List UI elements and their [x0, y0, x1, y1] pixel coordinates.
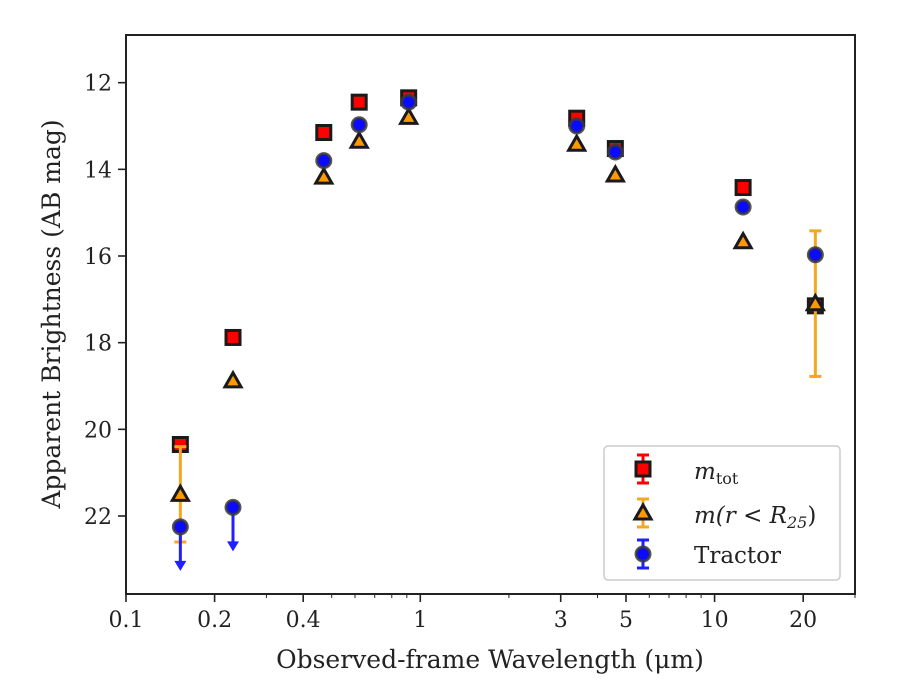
data-point	[313, 166, 335, 185]
legend-mr25-sub: 25	[786, 513, 807, 532]
x-tick-label: 0.4	[286, 608, 321, 633]
data-point	[400, 93, 418, 111]
y-tick-label: 14	[84, 158, 112, 183]
legend-mr25-main: m(r < R	[694, 503, 787, 529]
upper-limit-arrowhead	[174, 560, 187, 571]
data-point	[734, 198, 752, 216]
data-point	[806, 246, 824, 264]
data-point	[169, 483, 191, 502]
legend-box	[603, 445, 841, 581]
x-tick-label: 3	[554, 608, 568, 633]
legend-marker	[634, 460, 652, 478]
data-point	[604, 163, 626, 183]
data-point	[224, 328, 242, 346]
series-2	[171, 93, 824, 571]
data-point	[348, 130, 370, 149]
y-tick-label: 22	[84, 505, 112, 530]
x-tick-label: 20	[789, 608, 817, 633]
series-1	[169, 106, 826, 544]
data-point	[732, 230, 754, 250]
legend-mtot-sub: tot	[716, 469, 739, 488]
data-point	[224, 498, 242, 516]
plot-frame	[125, 34, 856, 595]
y-tick-label: 20	[84, 418, 112, 443]
legend-entry-tractor: Tractor	[694, 543, 781, 569]
x-tick-label: 0.1	[109, 608, 144, 633]
x-tick-label: 10	[701, 608, 729, 633]
y-axis-title: Apparent Brightness (AB mag)	[37, 119, 66, 509]
x-tick-label: 1	[413, 608, 427, 633]
y-tick-label: 12	[84, 72, 112, 97]
legend-entry-mtot: mtot	[694, 459, 739, 488]
legend: mtot m(r < R25) Tractor	[603, 445, 841, 581]
data-point	[606, 143, 624, 161]
data-point	[566, 133, 588, 152]
legend-marker	[634, 545, 652, 563]
legend-mtot-main: m	[694, 459, 716, 485]
x-axis-title: Observed-frame Wavelength (μm)	[276, 645, 704, 674]
data-point	[315, 124, 333, 141]
data-point	[222, 369, 244, 389]
y-tick-label: 16	[84, 245, 112, 270]
legend-marker	[632, 501, 654, 521]
data-point	[171, 518, 189, 536]
legend-entry-mr25: m(r < R25)	[694, 503, 816, 532]
data-point	[315, 152, 333, 170]
x-tick-label: 5	[619, 608, 633, 633]
data-point	[350, 93, 368, 111]
legend-mr25-tail: )	[807, 503, 816, 529]
upper-limit-arrowhead	[227, 541, 240, 552]
data-point	[350, 116, 368, 134]
data-point	[734, 179, 752, 197]
y-tick-label: 18	[84, 332, 112, 357]
data-point	[804, 292, 826, 312]
data-point	[568, 117, 586, 135]
data-point	[398, 106, 420, 125]
x-tick-label: 0.2	[197, 608, 232, 633]
